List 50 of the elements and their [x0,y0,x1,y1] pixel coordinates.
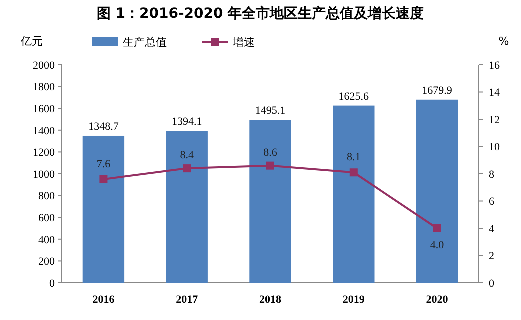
y-tick-label: 600 [38,212,56,224]
y2-tick-label: 4 [489,223,495,236]
legend-label: 增速 [232,36,255,49]
x-tick-label: 2017 [176,294,199,306]
y2-tick-label: 6 [489,196,495,208]
bar [333,106,375,283]
bar [416,100,458,283]
y-tick-label: 400 [38,234,56,246]
y-tick-label: 1200 [33,147,56,160]
data-label: 1348.7 [88,120,120,133]
point [266,162,274,170]
bar [250,120,292,283]
y2-tick-label: 0 [489,278,495,290]
point [433,224,442,232]
chart-title: 图 1：2016-2020 年全市地区生产总值及增长速度 [96,5,424,22]
y-tick-label: 1000 [33,168,56,181]
x-tick-label: 2016 [92,294,116,306]
data-label: 1394.1 [172,116,202,128]
x-tick-label: 2018 [260,294,282,306]
point [100,175,108,184]
y-tick-label: 0 [50,278,56,290]
y2-tick-label: 10 [489,142,500,154]
x-tick-label: 2020 [426,294,449,306]
y-tick-label: 2000 [33,60,56,72]
y2-tick-label: 12 [489,114,500,126]
y2-tick-label: 2 [489,250,494,263]
point [350,168,358,177]
bar [166,131,208,283]
y-tick-label: 200 [38,256,56,268]
y-tick-label: 1600 [33,103,56,116]
data-label: 8.1 [347,152,361,164]
data-label: 7.6 [96,158,112,170]
y2-tick-label: 16 [489,60,500,72]
y-tick-label: 1400 [33,125,56,138]
x-tick-label: 2019 [342,294,366,306]
data-label: 1679.9 [422,84,453,97]
data-label: 8.6 [264,146,278,159]
data-label: 4.0 [430,240,445,252]
y2-tick-label: 14 [489,87,500,100]
y2-axis-title: % [498,35,510,48]
data-label: 1625.6 [338,90,370,103]
point [183,164,192,173]
bar [82,136,125,283]
y-tick-label: 1800 [33,82,56,94]
data-label: 1495.1 [255,105,286,118]
legend-label: 生产总值 [123,36,167,49]
y-tick-label: 800 [38,190,56,203]
y2-tick-label: 8 [489,168,495,181]
data-label: 8.4 [180,150,194,162]
y-axis-title: 亿元 [20,35,43,48]
